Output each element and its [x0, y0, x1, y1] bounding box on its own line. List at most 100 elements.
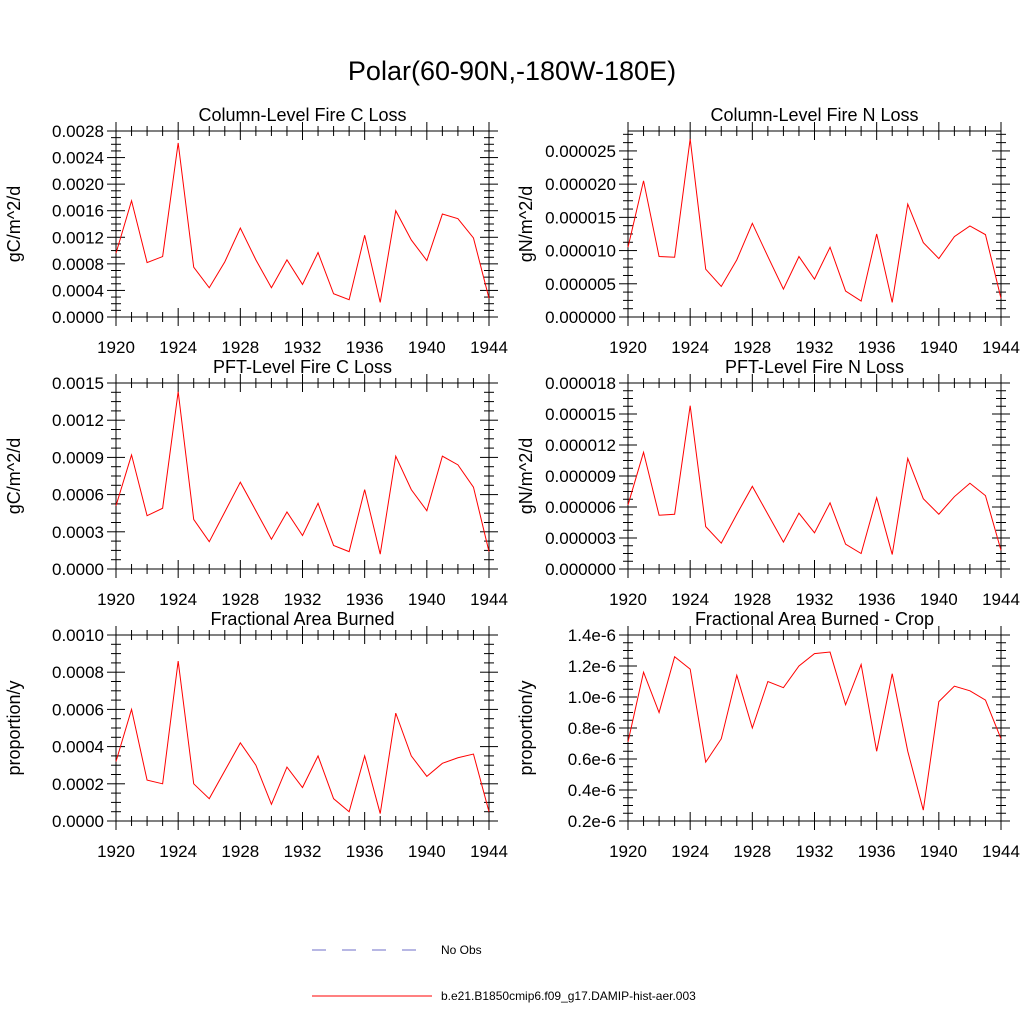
y-tick-label: 0.0000 — [52, 560, 104, 579]
x-tick-label: 1924 — [671, 590, 709, 609]
x-tick-label: 1944 — [982, 842, 1020, 861]
panel-title: PFT-Level Fire C Loss — [213, 357, 392, 377]
x-tick-label: 1924 — [159, 842, 197, 861]
y-tick-label: 0.8e-6 — [568, 719, 616, 738]
series-line — [627, 651, 1002, 811]
x-tick-label: 1944 — [470, 338, 508, 357]
y-tick-label: 0.000000 — [545, 560, 616, 579]
y-tick-label: 0.000005 — [545, 275, 616, 294]
x-tick-label: 1940 — [408, 338, 446, 357]
y-axis-label: gC/m^2/d — [4, 186, 24, 262]
y-tick-label: 0.000015 — [545, 405, 616, 424]
x-tick-label: 1924 — [159, 590, 197, 609]
y-tick-label: 0.0016 — [52, 202, 104, 221]
plot-frame — [627, 634, 1002, 822]
chart-panel-2: Column-Level Fire N Loss gN/m^2/d 1920 1924… — [516, 105, 1020, 357]
x-tick-label: 1924 — [671, 338, 709, 357]
y-tick-label: 1.4e-6 — [568, 626, 616, 645]
plot-frame — [115, 130, 490, 318]
y-tick-label: 0.6e-6 — [568, 750, 616, 769]
legend: No Obs b.e21.B1850cmip6.f09_g17.DAMIP-hi… — [312, 943, 696, 1003]
y-axis-label: proportion/y — [516, 680, 536, 775]
x-tick-label: 1936 — [858, 338, 896, 357]
panel-title: PFT-Level Fire N Loss — [725, 357, 904, 377]
y-tick-label: 0.0010 — [52, 626, 104, 645]
y-axis-label: gN/m^2/d — [516, 438, 536, 514]
y-tick-label: 0.0004 — [52, 738, 104, 757]
x-tick-label: 1928 — [221, 338, 259, 357]
y-tick-label: 0.000015 — [545, 208, 616, 227]
y-axis-label: gN/m^2/d — [516, 186, 536, 262]
y-tick-label: 0.0012 — [52, 228, 104, 247]
series-line — [627, 405, 1002, 555]
y-tick-label: 0.0020 — [52, 175, 104, 194]
page-title: Polar(60-90N,-180W-180E) — [347, 56, 677, 86]
y-tick-label: 0.0003 — [52, 523, 104, 542]
y-tick-label: 0.0000 — [52, 812, 104, 831]
panel-title: Column-Level Fire C Loss — [198, 105, 406, 125]
y-tick-label: 0.000003 — [545, 529, 616, 548]
y-tick-label: 0.0006 — [52, 700, 104, 719]
x-tick-label: 1920 — [609, 338, 647, 357]
x-tick-label: 1928 — [733, 842, 771, 861]
y-tick-label: 0.0008 — [52, 255, 104, 274]
y-tick-label: 0.000006 — [545, 498, 616, 517]
panel-title: Column-Level Fire N Loss — [710, 105, 918, 125]
panel-title: Fractional Area Burned — [210, 609, 394, 629]
x-tick-label: 1924 — [671, 842, 709, 861]
x-tick-label: 1944 — [470, 590, 508, 609]
x-tick-label: 1940 — [920, 590, 958, 609]
y-tick-label: 0.0012 — [52, 411, 104, 430]
y-axis-label: proportion/y — [4, 680, 24, 775]
x-tick-label: 1932 — [796, 842, 834, 861]
chart-panel-6: Fractional Area Burned - Crop proportion/… — [516, 609, 1020, 861]
y-tick-label: 0.000009 — [545, 467, 616, 486]
x-tick-label: 1940 — [920, 338, 958, 357]
y-tick-label: 0.0000 — [52, 308, 104, 327]
x-tick-label: 1940 — [408, 842, 446, 861]
y-axis-label: gC/m^2/d — [4, 438, 24, 514]
y-tick-label: 0.000010 — [545, 242, 616, 261]
x-tick-label: 1928 — [221, 590, 259, 609]
y-tick-label: 1.2e-6 — [568, 657, 616, 676]
y-tick-label: 1.0e-6 — [568, 688, 616, 707]
x-tick-label: 1932 — [284, 590, 322, 609]
plot-frame — [115, 382, 490, 570]
y-tick-label: 0.2e-6 — [568, 812, 616, 831]
y-tick-label: 0.000020 — [545, 175, 616, 194]
y-tick-label: 0.000000 — [545, 308, 616, 327]
x-tick-label: 1944 — [470, 842, 508, 861]
y-tick-label: 0.0028 — [52, 122, 104, 141]
x-tick-label: 1920 — [609, 590, 647, 609]
chart-panel-1: Column-Level Fire C Loss gC/m^2/d 1920 1924… — [4, 105, 508, 357]
plot-frame — [627, 382, 1002, 570]
x-tick-label: 1936 — [346, 590, 384, 609]
y-tick-label: 0.0009 — [52, 448, 104, 467]
x-tick-label: 1920 — [97, 590, 135, 609]
y-tick-label: 0.0004 — [52, 281, 104, 300]
panel-title: Fractional Area Burned - Crop — [695, 609, 934, 629]
y-tick-label: 0.0024 — [52, 149, 104, 168]
x-tick-label: 1924 — [159, 338, 197, 357]
x-tick-label: 1936 — [858, 842, 896, 861]
y-tick-label: 0.000012 — [545, 436, 616, 455]
series-line — [115, 142, 490, 303]
x-tick-label: 1920 — [97, 338, 135, 357]
x-tick-label: 1932 — [796, 338, 834, 357]
x-tick-label: 1932 — [796, 590, 834, 609]
x-tick-label: 1928 — [221, 842, 259, 861]
x-tick-label: 1928 — [733, 590, 771, 609]
y-tick-label: 0.0008 — [52, 663, 104, 682]
y-tick-label: 0.4e-6 — [568, 781, 616, 800]
x-tick-label: 1936 — [346, 338, 384, 357]
legend-model-label: b.e21.B1850cmip6.f09_g17.DAMIP-hist-aer.… — [441, 989, 696, 1003]
x-tick-label: 1944 — [982, 590, 1020, 609]
x-tick-label: 1928 — [733, 338, 771, 357]
x-tick-label: 1944 — [982, 338, 1020, 357]
y-tick-label: 0.0002 — [52, 775, 104, 794]
x-tick-label: 1932 — [284, 842, 322, 861]
chart-panel-4: PFT-Level Fire N Loss gN/m^2/d 1920 1924 192… — [516, 357, 1020, 609]
x-tick-label: 1936 — [858, 590, 896, 609]
y-tick-label: 0.0015 — [52, 374, 104, 393]
